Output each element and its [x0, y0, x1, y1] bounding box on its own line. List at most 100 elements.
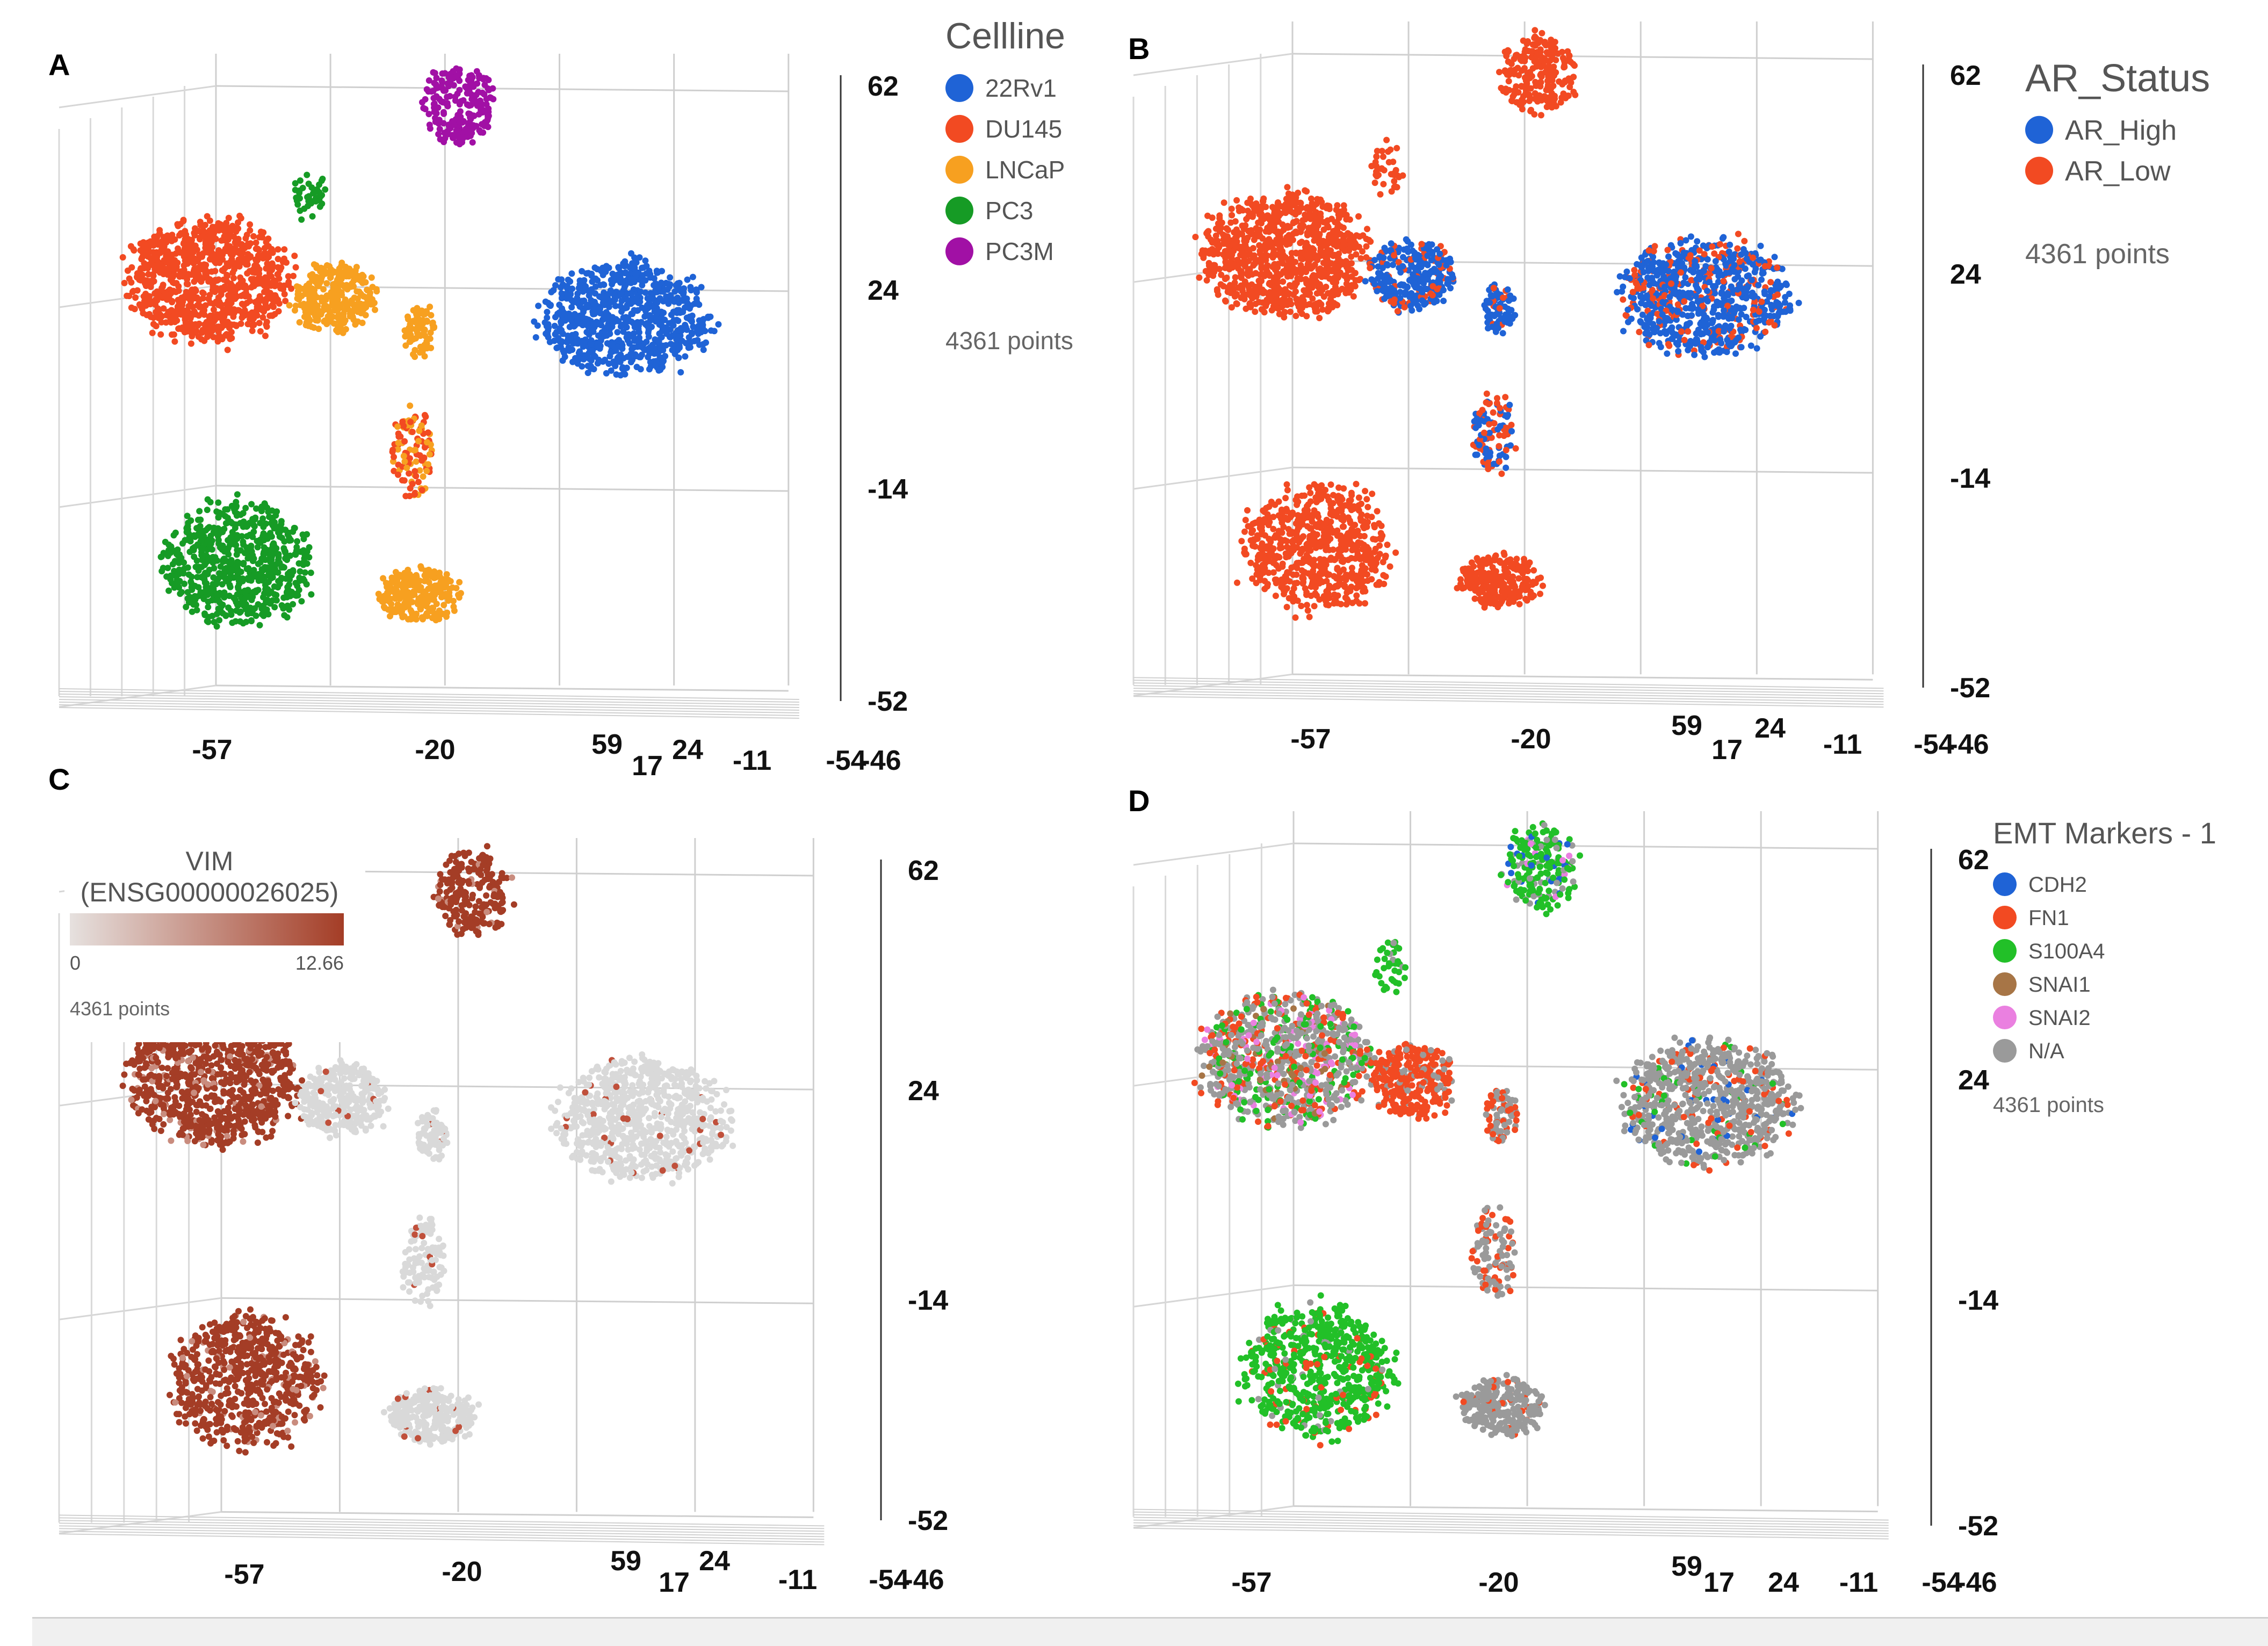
panel-a-point	[311, 189, 318, 196]
panel-a-point	[219, 529, 226, 536]
panel-a-legend-label[interactable]: DU145	[985, 115, 1062, 143]
panel-a-point	[221, 589, 228, 596]
panel-a-point	[436, 616, 443, 623]
panel-a-point	[558, 276, 565, 283]
panel-a-point	[676, 307, 682, 314]
panel-b-point	[1245, 213, 1252, 220]
panel-b-point	[1275, 285, 1282, 292]
panel-a-legend-label[interactable]: LNCaP	[985, 156, 1065, 184]
panel-a-point	[323, 302, 330, 309]
panel-a-point	[573, 340, 580, 346]
panel-b-point	[1251, 231, 1258, 238]
panel-a-legend-label[interactable]: PC3	[985, 197, 1033, 225]
panel-a-point	[589, 348, 596, 354]
panel-b-point	[1292, 313, 1299, 320]
panel-a-point	[403, 465, 410, 471]
panel-b-point	[1196, 274, 1203, 281]
panel-b-point	[1443, 257, 1450, 264]
panel-a-point	[430, 95, 437, 102]
panel-a-point	[246, 268, 253, 275]
panel-a-point	[579, 268, 586, 275]
panel-a-point	[264, 294, 271, 301]
panel-b-points	[1192, 27, 1802, 621]
panel-a-point	[319, 192, 326, 199]
panel-b-point	[1248, 281, 1255, 288]
panel-b-point	[1425, 276, 1431, 283]
panel-a-point	[266, 514, 273, 521]
panel-b-point	[1259, 299, 1266, 306]
panel-a-point	[293, 197, 300, 204]
panel-b-point	[1493, 320, 1500, 327]
panel-a-point	[544, 314, 551, 321]
panel-a-point	[481, 122, 488, 129]
panel-a-point	[277, 576, 284, 583]
panel-a-point	[348, 312, 355, 319]
panel-b-point	[1277, 299, 1284, 306]
panel-a-point	[600, 281, 607, 288]
panel-b-point	[1341, 247, 1348, 254]
panel-a-point	[234, 535, 241, 542]
panel-b-cluster-spike	[1368, 136, 1406, 198]
panel-b-point	[1303, 313, 1310, 320]
panel-b-point	[1537, 53, 1544, 60]
panel-a-point	[292, 551, 299, 558]
panel-a-point	[154, 288, 161, 295]
panel-a-points-count: 4361 points	[945, 327, 1073, 355]
panel-b-point	[1243, 245, 1250, 252]
panel-a-point	[255, 587, 262, 594]
panel-a-point	[304, 531, 310, 538]
panel-b-point	[1547, 95, 1554, 102]
panel-a-point	[308, 292, 315, 299]
panel-a-point	[486, 86, 493, 93]
panel-a-point	[298, 598, 305, 605]
panel-a-point	[604, 323, 611, 330]
panel-a-point	[285, 280, 292, 287]
panel-a-point	[221, 237, 228, 244]
panel-b-point	[1564, 48, 1571, 55]
panel-b-point	[1232, 218, 1239, 225]
panel-b-point	[1243, 291, 1249, 298]
panel-a-point	[432, 582, 438, 589]
panel-a-point	[205, 247, 212, 254]
panel-a-point	[410, 351, 416, 358]
panel-a-point	[234, 491, 241, 498]
panel-a-point	[401, 327, 408, 334]
panel-a-point	[454, 129, 461, 136]
panel-a-point	[439, 85, 446, 92]
panel-a-point	[610, 358, 617, 365]
panel-b-point	[1249, 252, 1256, 259]
panel-b-point	[1280, 278, 1287, 285]
panel-a-point	[678, 337, 685, 344]
panel-a-point	[218, 302, 224, 309]
panel-b-point	[1490, 285, 1497, 292]
panel-a-point	[412, 446, 418, 453]
panel-b-point	[1280, 268, 1287, 275]
panel-a-point	[425, 461, 432, 468]
panel-b-point	[1229, 212, 1236, 219]
panel-a-legend-label[interactable]: PC3M	[985, 237, 1054, 265]
panel-b-point	[1513, 83, 1520, 90]
panel-a-point	[340, 313, 346, 320]
panel-b-point	[1565, 56, 1572, 63]
panel-a-point	[175, 222, 182, 229]
panel-a-point	[684, 276, 691, 283]
panel-a-point	[178, 249, 185, 256]
panel-a-point	[422, 413, 429, 420]
panel-b-point	[1552, 69, 1559, 76]
panel-a-point	[425, 111, 432, 118]
panel-a-point	[154, 297, 161, 304]
panel-a-legend-label[interactable]: 22Rv1	[985, 74, 1057, 102]
panel-a-point	[301, 569, 308, 576]
panel-a-point	[232, 295, 239, 302]
panel-b-point	[1220, 240, 1227, 247]
panel-a-point	[407, 331, 414, 338]
panel-b-point	[1311, 237, 1318, 244]
panel-a-point	[647, 359, 654, 365]
panel-a-point	[445, 596, 452, 603]
panel-b-point	[1412, 266, 1419, 273]
panel-a-point	[629, 263, 636, 270]
panel-a-point	[342, 263, 349, 270]
panel-a-point	[185, 530, 192, 537]
panel-b-point	[1215, 220, 1222, 227]
panel-a-point	[335, 306, 342, 313]
